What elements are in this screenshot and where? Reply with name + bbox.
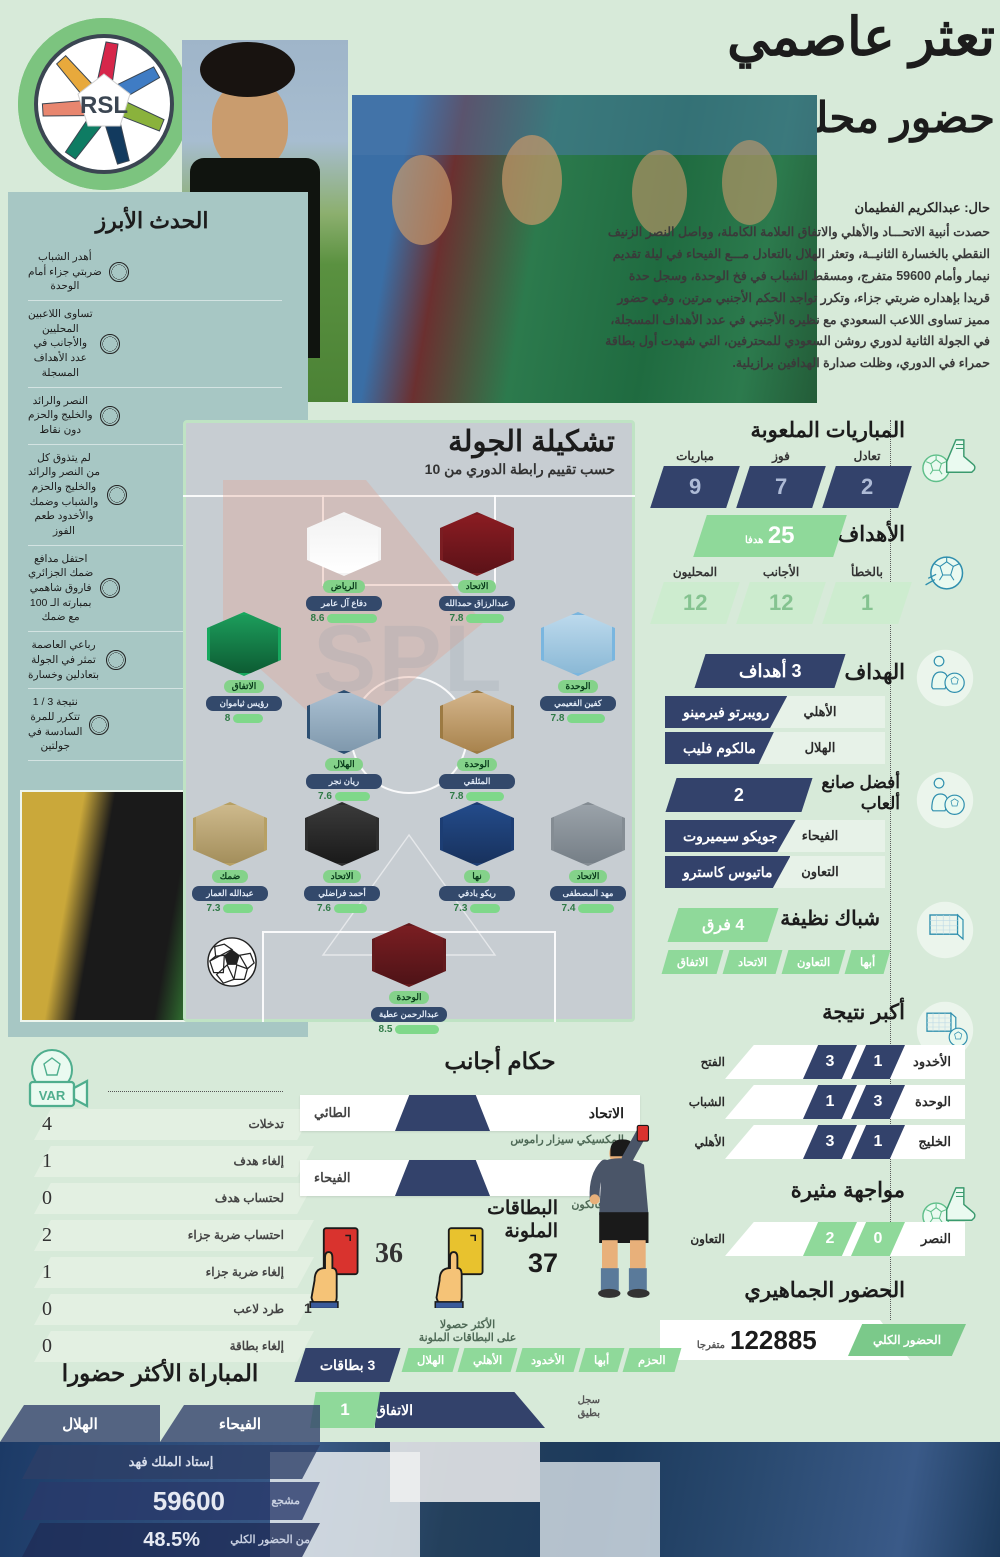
svg-text:RSL: RSL [80, 92, 128, 119]
